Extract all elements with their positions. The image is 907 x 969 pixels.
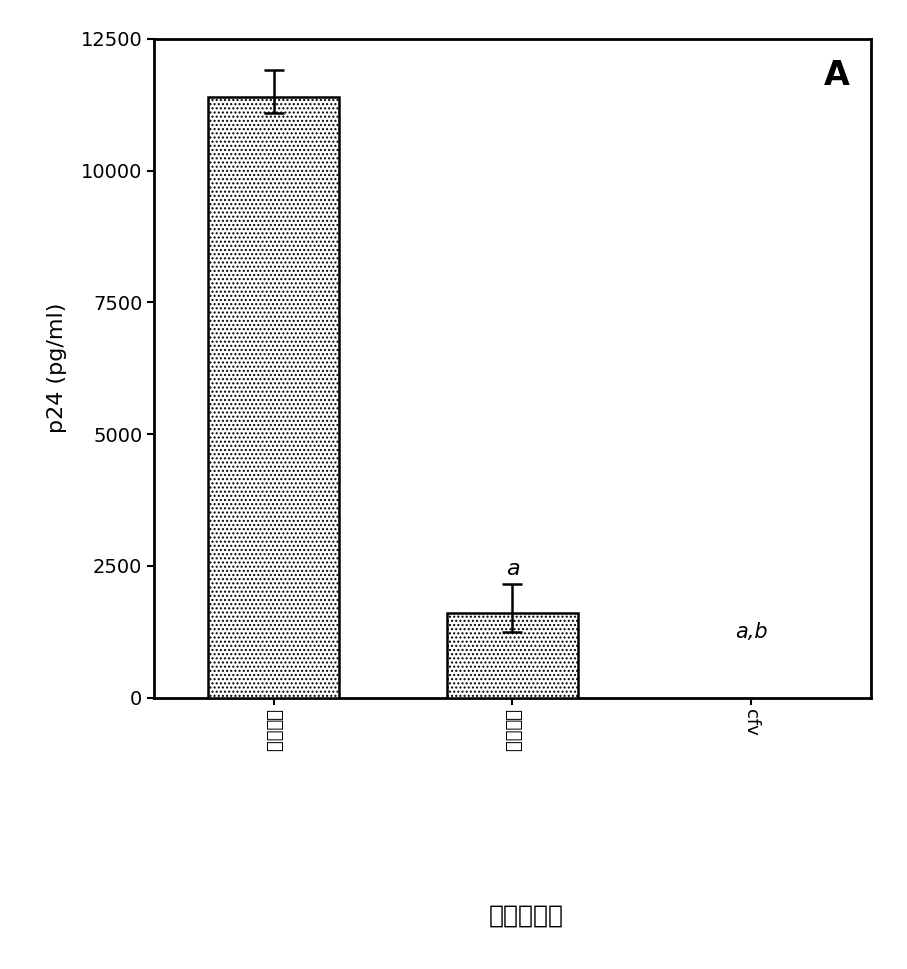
Text: 顶端接种物: 顶端接种物 bbox=[489, 904, 563, 927]
Text: a,b: a,b bbox=[735, 622, 767, 641]
Text: a: a bbox=[505, 559, 520, 579]
Bar bbox=[208, 97, 339, 698]
Bar bbox=[447, 613, 578, 698]
Text: A: A bbox=[824, 58, 849, 91]
Y-axis label: p24 (pg/ml): p24 (pg/ml) bbox=[47, 303, 67, 433]
